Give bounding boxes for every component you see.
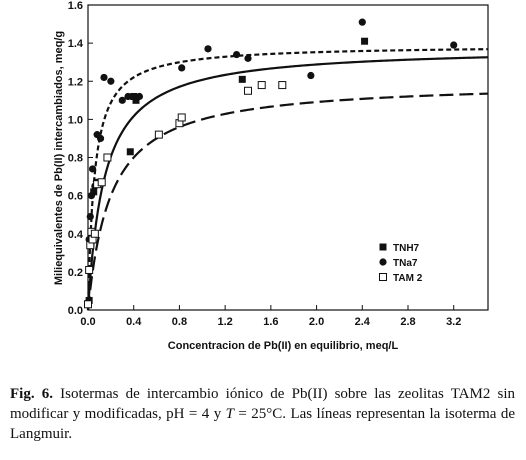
- y-tick-label: 0.2: [68, 267, 83, 279]
- point-tam2: [278, 81, 287, 90]
- point-tna7: [124, 92, 132, 101]
- point-tna7: [88, 165, 97, 173]
- point-tam2: [84, 300, 92, 309]
- x-tick-label: 2.0: [309, 316, 324, 328]
- fit-curves: [86, 48, 489, 311]
- y-tick-label: 0.8: [68, 153, 83, 165]
- point-tna7: [100, 73, 108, 82]
- point-tnh7: [238, 75, 246, 83]
- x-tick-label: 2.8: [400, 316, 415, 328]
- plot-frame: [87, 4, 489, 311]
- y-tick-label: 1.4: [68, 38, 84, 50]
- y-tick-label: 0.4: [68, 229, 84, 241]
- figure-label: Fig. 6.: [10, 386, 53, 402]
- figure-caption: Fig. 6. Isotermas de intercambio iónico …: [10, 384, 515, 444]
- point-tna7: [204, 45, 212, 53]
- point-tna7: [118, 96, 126, 104]
- x-tick-label: 2.4: [355, 316, 371, 328]
- caption-text-1: Isotermas de intercambio iónico de Pb(II…: [10, 386, 515, 422]
- point-tam2: [257, 81, 266, 90]
- chart-svg: 0.0 0.4 0.8 1.2 1.6 2.0 2.4 2.8 3.2 0.0 0.2 0.4 0.6 0…: [53, 0, 489, 352]
- y-tick-label: 0.0: [68, 305, 83, 317]
- point-tnh7: [90, 188, 98, 196]
- point-tna7: [358, 18, 366, 26]
- x-axis-label: Concentracion de Pb(II) en equilibrio, m…: [168, 340, 399, 352]
- legend-label: TAM 2: [393, 273, 423, 284]
- y-tick-label: 0.6: [68, 191, 83, 203]
- legend-marker: [379, 273, 387, 281]
- caption-text-2: = 25°C. Las líneas representan la isoter…: [10, 406, 515, 442]
- langmuir-fit-curve: [86, 92, 489, 311]
- point-tna7: [135, 92, 144, 101]
- point-tnh7: [126, 148, 134, 156]
- point-tam2: [85, 265, 94, 274]
- point-tnh7: [130, 93, 138, 100]
- data-points: [84, 18, 458, 309]
- x-tick-label: 1.2: [217, 316, 232, 328]
- temperature-symbol: T: [225, 406, 234, 422]
- legend-label: TNa7: [393, 258, 418, 269]
- x-tick-label: 0.4: [126, 316, 142, 328]
- point-tnh7: [132, 96, 140, 104]
- point-tam2: [90, 229, 99, 238]
- x-tick-label: 3.2: [446, 316, 461, 328]
- legend-marker: [379, 258, 387, 266]
- axis-ticks: 0.0 0.4 0.8 1.2 1.6 2.0 2.4 2.8 3.2 0.0 0.2 0.4 0.6 0…: [68, 0, 462, 328]
- chart: 0.0 0.4 0.8 1.2 1.6 2.0 2.4 2.8 3.2 0.0 0.2 0.4 0.6 0…: [53, 0, 489, 352]
- x-tick-label: 0.8: [172, 316, 187, 328]
- point-tna7: [450, 41, 458, 49]
- legend-label: TNH7: [393, 243, 420, 254]
- point-tna7: [86, 212, 94, 221]
- legend: TNH7 TNa7 TAM 2: [379, 243, 423, 284]
- y-tick-label: 1.6: [68, 0, 83, 12]
- point-tam2: [244, 86, 252, 95]
- y-tick-label: 1.2: [68, 76, 83, 88]
- point-tnh7: [361, 37, 369, 45]
- langmuir-fit-curve: [86, 48, 489, 311]
- point-tna7: [178, 64, 186, 72]
- point-tam2: [154, 130, 163, 139]
- x-tick-label: 1.6: [263, 316, 278, 328]
- point-tam2: [103, 153, 112, 162]
- langmuir-fit-curve: [86, 56, 489, 311]
- point-tna7: [96, 134, 105, 143]
- point-tna7: [87, 192, 96, 200]
- point-tna7: [232, 50, 241, 59]
- x-tick-label: 0.0: [80, 316, 95, 328]
- y-tick-label: 1.0: [68, 114, 83, 126]
- legend-marker: [379, 243, 387, 251]
- y-axis-label: Miliequivalentes de Pb(II) intercambiado…: [53, 31, 65, 285]
- point-tam2: [177, 113, 186, 122]
- point-tna7: [107, 77, 115, 85]
- point-tna7: [307, 71, 315, 80]
- point-tam2: [97, 178, 106, 187]
- point-tna7: [244, 54, 252, 62]
